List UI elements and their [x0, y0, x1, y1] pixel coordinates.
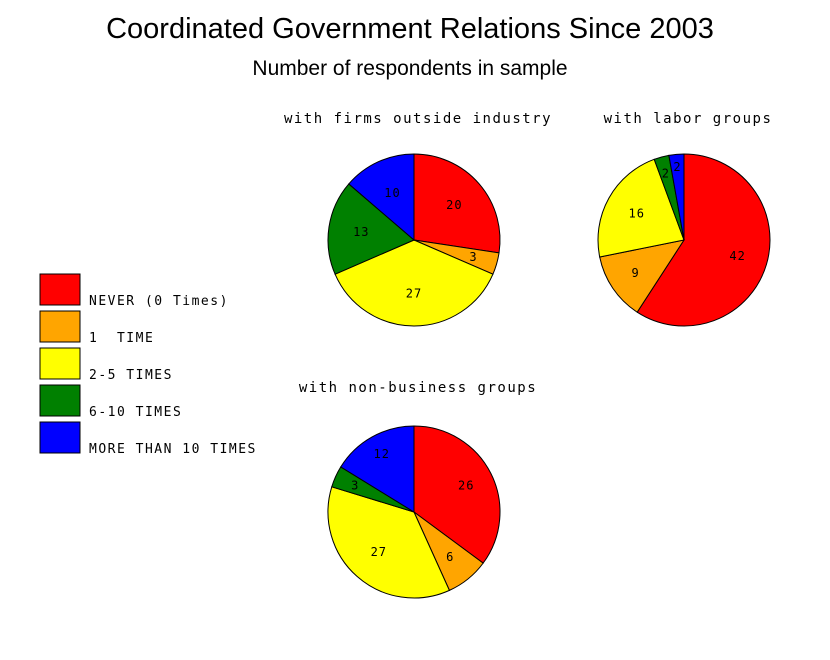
slice-label: 12	[373, 447, 389, 461]
slice-label: 3	[469, 250, 477, 264]
slice-label: 20	[446, 198, 462, 212]
slice-label: 26	[458, 479, 474, 493]
pie-slice	[340, 425, 415, 513]
pie-3: with non-business groups 26 6 27 3 12	[299, 380, 537, 599]
slice-label: 2	[662, 167, 670, 181]
pie-slice	[327, 486, 451, 599]
legend-label: MORE THAN 10 TIMES	[89, 442, 257, 457]
legend-swatch	[39, 421, 81, 454]
legend-item: 1 TIME	[39, 310, 154, 346]
pie-slice	[413, 425, 501, 564]
pie-slice	[668, 153, 685, 241]
slice-label: 42	[729, 249, 745, 263]
slice-label: 9	[631, 266, 639, 280]
legend-swatch	[39, 347, 81, 380]
legend-swatch	[39, 273, 81, 306]
legend-label: 2-5 TIMES	[89, 368, 173, 383]
legend-item: MORE THAN 10 TIMES	[39, 421, 257, 457]
pies: with firms outside industry203271310with…	[284, 111, 773, 599]
legend-label: 6-10 TIMES	[89, 405, 182, 420]
pie-slice	[636, 153, 771, 327]
slice-label: 6	[446, 550, 454, 564]
pie-1: with firms outside industry 20 3 27 13 10	[284, 111, 552, 327]
slice-label: 13	[353, 225, 369, 239]
pie-slice	[327, 183, 415, 275]
pie-slice	[597, 158, 685, 258]
pie-slice	[599, 239, 686, 313]
pie-title: with firms outside industry	[284, 111, 552, 127]
legend-label: 1 TIME	[89, 331, 154, 346]
slice-label: 3	[351, 478, 359, 492]
slice-label: 16	[628, 207, 644, 221]
legend-swatch	[39, 384, 81, 417]
legend: NEVER (0 Times) 1 TIME 2-5 TIMES 6-10 TIMES…	[39, 273, 257, 457]
legend-item: 6-10 TIMES	[39, 384, 182, 420]
pie-title: with labor groups	[604, 111, 773, 127]
pie-title: with non-business groups	[299, 380, 537, 396]
pie-slice	[413, 153, 501, 254]
legend-item: 2-5 TIMES	[39, 347, 173, 383]
chart-title: Coordinated Government Relations Since 2…	[106, 13, 714, 45]
slice-label: 2	[673, 160, 681, 174]
chart-subtitle: Number of respondents in sample	[252, 57, 567, 80]
legend-label: NEVER (0 Times)	[89, 294, 229, 309]
pie-slice	[334, 239, 494, 327]
slice-label: 10	[384, 186, 400, 200]
slice-label: 27	[406, 286, 422, 300]
pie-2: with labor groups 42 9 16 2 2	[597, 111, 773, 327]
legend-swatch	[39, 310, 81, 343]
pie-slice	[348, 153, 415, 242]
slice-label: 27	[371, 545, 387, 559]
legend-item: NEVER (0 Times)	[39, 273, 229, 309]
